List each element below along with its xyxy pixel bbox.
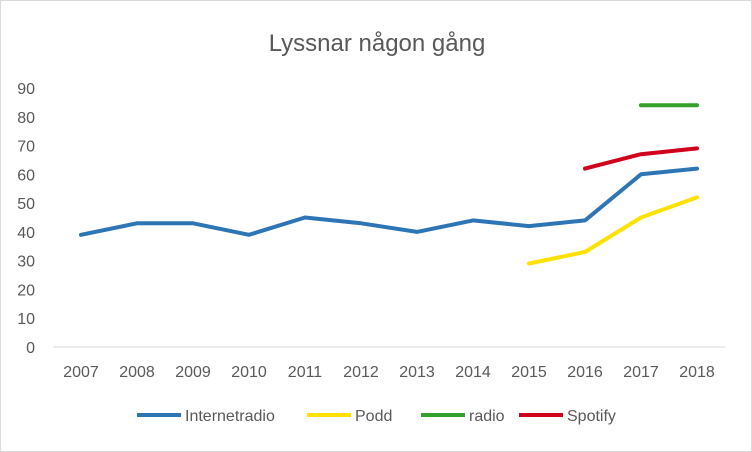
y-tick-label: 70 — [17, 139, 35, 156]
y-axis-ticks: 0 10 20 30 40 50 60 70 80 90 — [17, 81, 35, 357]
legend-label: Podd — [355, 408, 392, 425]
x-tick-label: 2015 — [511, 364, 547, 381]
series-line-internetradio — [79, 166, 699, 237]
x-tick-label: 2018 — [679, 364, 715, 381]
series-line-podd — [527, 195, 699, 266]
y-tick-label: 0 — [26, 340, 35, 357]
x-tick-label: 2013 — [399, 364, 435, 381]
x-tick-label: 2011 — [288, 364, 323, 381]
legend-label: Spotify — [567, 408, 616, 425]
x-tick-label: 2008 — [119, 364, 155, 381]
y-tick-label: 30 — [17, 254, 35, 271]
y-tick-label: 10 — [17, 311, 35, 328]
x-tick-label: 2009 — [175, 364, 211, 381]
series-lines — [79, 103, 699, 266]
x-tick-label: 2010 — [231, 364, 267, 381]
chart-title: Lyssnar någon gång — [269, 30, 486, 57]
y-tick-label: 40 — [17, 225, 35, 242]
series-line-spotify — [583, 146, 699, 171]
x-tick-label: 2017 — [623, 364, 659, 381]
x-tick-label: 2014 — [455, 364, 491, 381]
y-tick-label: 60 — [17, 167, 35, 184]
y-tick-label: 50 — [17, 196, 35, 213]
x-tick-label: 2007 — [63, 364, 99, 381]
legend: Internetradio Podd radio Spotify — [137, 408, 616, 425]
legend-label: radio — [469, 408, 505, 425]
y-tick-label: 90 — [17, 81, 35, 98]
x-tick-label: 2016 — [567, 364, 603, 381]
x-tick-label: 2012 — [343, 364, 379, 381]
y-tick-label: 80 — [17, 110, 35, 127]
x-axis-ticks: 2007 2008 2009 2010 2011 2012 2013 2014 2015 2016… — [63, 364, 715, 381]
legend-label: Internetradio — [185, 408, 275, 425]
y-tick-label: 20 — [17, 282, 35, 299]
